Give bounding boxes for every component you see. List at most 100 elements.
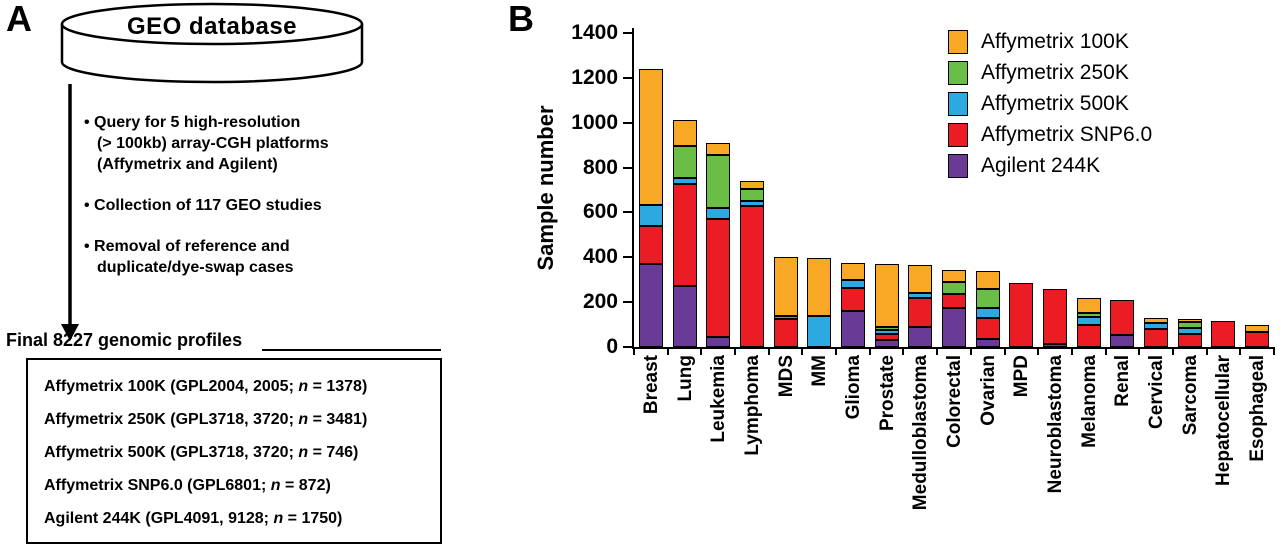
y-tick-label: 0 [606, 335, 618, 358]
database-label: GEO database [126, 13, 298, 40]
y-tick-mark [623, 32, 632, 34]
bar-segment [807, 258, 832, 316]
x-tick-mark [936, 347, 939, 355]
bar-segment [706, 142, 731, 156]
x-tick-mark [969, 347, 972, 355]
profile-line-n: n [298, 444, 309, 461]
bar-segment [739, 181, 764, 189]
bar-segment [1144, 323, 1169, 330]
profile-line-n: n [298, 378, 309, 395]
bar-segment [975, 270, 1000, 289]
legend-swatch [948, 154, 968, 178]
profile-line-text: Affymetrix SNP6.0 (GPL6801; [44, 477, 271, 494]
legend-item: Affymetrix 250K [948, 61, 1152, 85]
category-label: MM [809, 355, 831, 387]
profile-line-text: Affymetrix 100K (GPL2004, 2005; [44, 378, 299, 395]
category-label: Lung [674, 355, 696, 402]
category-label: Breast [640, 355, 662, 415]
category-label: Cervical [1146, 355, 1168, 429]
bar-segment [1043, 343, 1068, 347]
bullet-query-platforms: • Query for 5 high-resolution (> 100kb) … [84, 114, 329, 173]
bar-segment [739, 188, 764, 202]
profile-line-count: = 872) [280, 477, 331, 494]
x-tick-mark [1037, 347, 1040, 355]
bar-segment [1211, 321, 1236, 347]
bar-segment [638, 264, 663, 347]
chart-legend: Affymetrix 100K Affymetrix 250K Affymetrix… [948, 30, 1152, 178]
profile-line-n: n [270, 477, 281, 494]
bar-segment [739, 201, 764, 206]
bar-segment [672, 146, 697, 178]
x-tick-mark [700, 347, 703, 355]
bar-segment [672, 177, 697, 185]
bar-segment [942, 281, 966, 295]
legend-item: Affymetrix SNP6.0 [948, 123, 1152, 147]
bar-segment [975, 288, 1000, 308]
bar-segment [874, 330, 899, 334]
bar-segment [874, 264, 899, 327]
bar-segment [638, 204, 663, 226]
x-tick-mark [902, 347, 905, 355]
profile-line: Affymetrix SNP6.0 (GPL6801; n = 872) [44, 469, 440, 502]
bar-segment [739, 205, 764, 347]
category-label: Glioma [842, 355, 864, 420]
profile-line-count: = 746) [308, 444, 359, 461]
bar-segment [1110, 299, 1135, 335]
y-tick-label: 1200 [571, 65, 618, 89]
profile-line: Affymetrix 250K (GPL3718, 3720; n = 3481… [44, 403, 440, 436]
bullet-removal-cases: • Removal of reference and duplicate/dye… [84, 238, 294, 276]
category-label: Ovarian [977, 355, 999, 426]
y-tick-mark [623, 301, 632, 304]
bar-segment [975, 307, 1000, 318]
category-label: Leukemia [708, 355, 730, 443]
legend-swatch [948, 123, 968, 147]
bar-segment [840, 279, 865, 288]
y-tick-label: 200 [582, 290, 618, 314]
bar-segment [1043, 288, 1068, 344]
bar-segment [672, 286, 697, 347]
bar-segment [1245, 332, 1270, 347]
bar-segment [908, 326, 933, 347]
bar-segment [1177, 333, 1202, 347]
y-tick-mark [623, 121, 632, 124]
bar-segment [840, 311, 865, 347]
x-tick-mark [1205, 347, 1208, 355]
bar-segment [1177, 318, 1202, 323]
bar-segment [840, 287, 865, 312]
legend-item: Affymetrix 100K [948, 30, 1152, 54]
bar-segment [773, 257, 798, 316]
legend-item: Agilent 244K [948, 154, 1152, 178]
y-tick-label: 1000 [571, 110, 618, 134]
bar-segment [672, 184, 697, 287]
bar-segment [1110, 334, 1135, 347]
bar-segment [975, 317, 1000, 340]
category-label: Colorectal [944, 355, 965, 448]
bar-segment [840, 262, 865, 280]
category-label: Lymphoma [741, 355, 763, 456]
category-label: Esophageal [1247, 355, 1269, 462]
bar-segment [1009, 283, 1034, 347]
legend-label: Affymetrix 250K [981, 61, 1129, 84]
bar-segment [908, 297, 933, 327]
profile-line-text: Affymetrix 250K (GPL3718, 3720; [44, 411, 299, 428]
bar-segment [1144, 329, 1169, 347]
y-tick-mark [623, 346, 632, 348]
bar-segment [706, 336, 731, 347]
x-tick-mark [767, 347, 770, 355]
category-label: Sarcoma [1179, 355, 1201, 436]
legend-swatch [948, 61, 968, 85]
category-label: Renal [1112, 355, 1134, 407]
profile-line-text: Agilent 244K (GPL4091, 9128; [44, 510, 274, 527]
bar-segment [1177, 322, 1202, 328]
profile-line: Agilent 244K (GPL4091, 9128; n = 1750) [44, 502, 440, 535]
legend-label: Agilent 244K [981, 154, 1101, 177]
category-label: Hepatocellular [1213, 355, 1235, 486]
bar-segment [942, 307, 966, 347]
legend-label: Affymetrix SNP6.0 [981, 123, 1153, 146]
workflow-bullet-list: • Query for 5 high-resolution (> 100kb) … [84, 112, 394, 278]
bar-segment [908, 293, 933, 298]
y-tick-mark [623, 256, 632, 259]
category-label: Neuroblastoma [1045, 355, 1067, 494]
category-label: Melanoma [1078, 355, 1100, 448]
x-tick-mark [868, 347, 871, 355]
